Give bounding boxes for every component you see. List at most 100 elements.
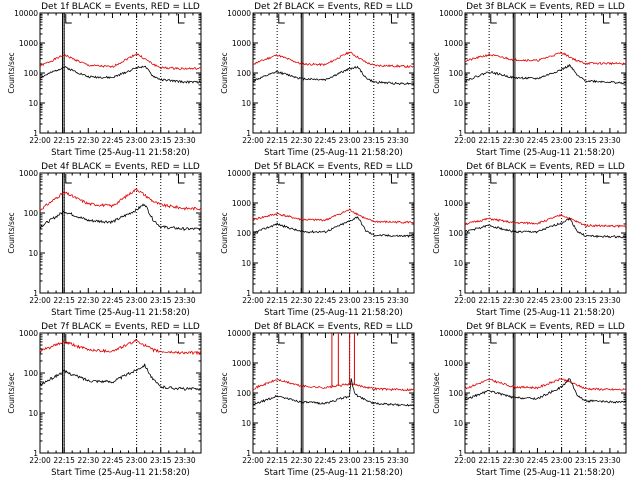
series-events — [39, 363, 202, 391]
x-axis-label: Start Time (25-Aug-11 21:58:20) — [476, 148, 615, 158]
panel-det-3: Det 3f BLACK = Events, RED = LLD Start Ti… — [432, 2, 627, 158]
x-tick-label: 22:15 — [53, 456, 75, 465]
y-tick-label: 100 — [449, 69, 464, 78]
x-tick-label: 23:15 — [150, 296, 172, 305]
x-tick-label: 23:00 — [126, 296, 148, 305]
flag-marker — [278, 174, 285, 184]
panel-title: Det 9f BLACK = Events, RED = LLD — [466, 322, 625, 332]
flag-marker — [177, 334, 185, 344]
x-tick-label: 23:00 — [551, 136, 573, 145]
x-tick-label: 23:15 — [150, 136, 172, 145]
x-tick-label: 23:30 — [599, 456, 621, 465]
y-tick-label: 1 — [458, 129, 463, 138]
series-lld — [464, 51, 627, 66]
x-tick-label: 23:15 — [363, 136, 385, 145]
y-tick-label: 1000 — [19, 39, 38, 48]
flag-marker — [602, 174, 610, 184]
flag-marker — [177, 174, 185, 184]
x-tick-label: 22:15 — [53, 136, 75, 145]
y-tick-label: 100 — [237, 69, 252, 78]
panel-det-2: Det 2f BLACK = Events, RED = LLD Start Ti… — [220, 2, 415, 158]
x-tick-label: 22:00 — [242, 456, 264, 465]
x-tick-label: 22:30 — [290, 136, 312, 145]
x-ticks: 22:00 22:15 22:30 22:45 23:00 23:15 23:30 — [454, 13, 627, 145]
flag-marker — [602, 334, 610, 344]
x-tick-label: 22:30 — [290, 296, 312, 305]
panel-det-9: Det 9f BLACK = Events, RED = LLD Start Ti… — [432, 322, 627, 478]
x-tick-label: 22:00 — [242, 296, 264, 305]
y-tick-label: 1000 — [19, 169, 38, 178]
x-tick-label: 23:30 — [387, 456, 409, 465]
x-tick-label: 22:00 — [454, 136, 476, 145]
x-tick-label: 22:30 — [77, 136, 99, 145]
x-tick-label: 22:15 — [266, 136, 288, 145]
x-tick-label: 22:30 — [502, 296, 524, 305]
y-tick-label: 10000 — [227, 169, 251, 178]
y-tick-label: 10 — [241, 419, 251, 428]
x-tick-label: 22:00 — [454, 456, 476, 465]
x-axis-label: Start Time (25-Aug-11 21:58:20) — [51, 148, 190, 158]
x-tick-label: 22:15 — [53, 296, 75, 305]
y-tick-label: 100 — [24, 209, 39, 218]
y-tick-label: 100 — [237, 229, 252, 238]
x-tick-label: 22:00 — [29, 456, 51, 465]
y-tick-label: 1 — [33, 129, 38, 138]
x-tick-label: 22:15 — [478, 296, 500, 305]
y-tick-label: 100 — [449, 389, 464, 398]
y-axis-label: Counts/sec — [220, 212, 229, 253]
x-tick-label: 23:00 — [126, 136, 148, 145]
series-lld — [252, 378, 415, 392]
x-tick-label: 22:45 — [527, 136, 549, 145]
x-tick-label: 22:45 — [315, 456, 337, 465]
series-events — [464, 63, 627, 85]
x-ticks: 22:00 22:15 22:30 22:45 23:00 23:15 23:30 — [242, 333, 415, 465]
x-tick-label: 22:30 — [290, 456, 312, 465]
y-axis-label: Counts/sec — [432, 372, 441, 413]
series-lld — [464, 213, 627, 229]
x-tick-label: 22:45 — [315, 296, 337, 305]
y-tick-label: 10 — [453, 259, 463, 268]
y-axis-label: Counts/sec — [220, 52, 229, 93]
y-axis-label: Counts/sec — [7, 52, 16, 93]
y-tick-label: 10000 — [439, 169, 463, 178]
x-tick-label: 23:15 — [575, 296, 597, 305]
x-tick-label: 23:30 — [174, 296, 196, 305]
series-lld — [39, 338, 201, 356]
series-lld — [40, 52, 202, 71]
x-tick-label: 23:15 — [363, 296, 385, 305]
y-tick-label: 1 — [246, 129, 251, 138]
x-axis-label: Start Time (25-Aug-11 21:58:20) — [51, 308, 190, 318]
panel-title: Det 1f BLACK = Events, RED = LLD — [41, 2, 200, 12]
x-tick-label: 22:15 — [478, 136, 500, 145]
y-axis-label: Counts/sec — [220, 372, 229, 413]
y-axis-label: Counts/sec — [432, 212, 441, 253]
series-lld — [252, 208, 415, 224]
series-events — [252, 65, 415, 86]
x-tick-label: 23:30 — [599, 296, 621, 305]
y-tick-label: 10000 — [439, 9, 463, 18]
x-tick-label: 23:30 — [174, 136, 196, 145]
x-tick-label: 22:30 — [502, 136, 524, 145]
y-tick-label: 1 — [458, 449, 463, 458]
panel-det-8: Det 8f BLACK = Events, RED = LLD Start Ti… — [220, 322, 415, 478]
y-tick-label: 10 — [453, 99, 463, 108]
flag-marker — [65, 174, 72, 184]
x-tick-label: 23:00 — [339, 136, 361, 145]
flag-marker — [390, 174, 398, 184]
x-tick-label: 22:45 — [527, 456, 549, 465]
y-tick-label: 1000 — [19, 329, 38, 338]
y-tick-label: 10 — [28, 409, 38, 418]
x-tick-label: 22:00 — [29, 136, 51, 145]
series-events — [464, 217, 627, 239]
y-ticks: 1 10 100 1000 — [19, 329, 201, 458]
x-tick-label: 22:00 — [29, 296, 51, 305]
flag-marker — [602, 14, 610, 24]
panel-det-5: Det 5f BLACK = Events, RED = LLD Start Ti… — [220, 162, 415, 318]
series-lld — [464, 377, 627, 391]
panel-det-7: Det 7f BLACK = Events, RED = LLD Start Ti… — [7, 322, 202, 478]
x-tick-label: 22:15 — [478, 456, 500, 465]
y-tick-label: 10000 — [227, 329, 251, 338]
series-events — [252, 216, 414, 238]
flag-marker — [490, 14, 497, 24]
